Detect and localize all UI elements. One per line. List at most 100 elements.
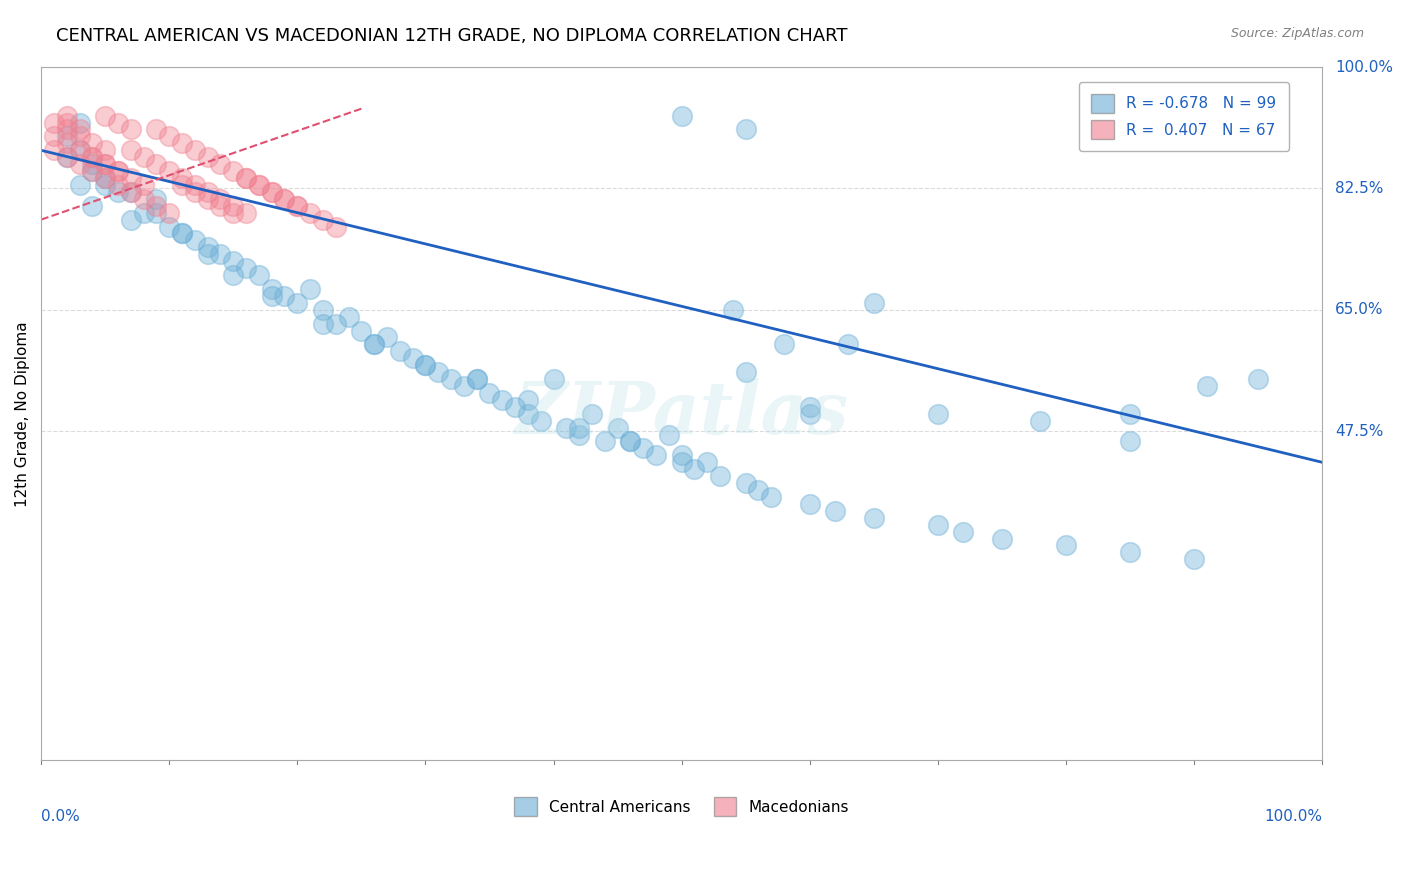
Point (799, 497, 821, 511)
Point (42, 129, 65, 144)
Point (42, 115, 65, 129)
Point (1247, 372, 1270, 386)
Point (568, 420, 591, 434)
Point (170, 178, 193, 192)
Point (197, 247, 219, 261)
Point (247, 178, 270, 192)
Point (157, 164, 180, 178)
Point (170, 171, 193, 186)
Legend: Central Americans, Macedonians: Central Americans, Macedonians (508, 791, 855, 822)
Point (197, 240, 219, 254)
Point (837, 337, 859, 351)
Point (120, 185, 142, 199)
Point (247, 268, 270, 282)
Point (69, 143, 91, 157)
Point (799, 400, 821, 414)
Point (683, 462, 706, 476)
Point (1195, 379, 1218, 393)
Point (285, 295, 308, 310)
Point (415, 358, 437, 372)
Point (568, 427, 591, 442)
Point (1029, 414, 1052, 428)
Text: 100.0%: 100.0% (1334, 60, 1393, 75)
Point (170, 136, 193, 151)
Point (120, 122, 142, 136)
Point (222, 254, 245, 268)
Point (94, 143, 117, 157)
Point (94, 178, 117, 192)
Point (581, 407, 603, 421)
Point (145, 157, 167, 171)
Point (235, 171, 257, 186)
Point (478, 386, 501, 401)
Point (197, 185, 219, 199)
Point (516, 407, 538, 421)
Point (465, 372, 488, 386)
Point (94, 171, 117, 186)
Point (222, 199, 245, 213)
Point (184, 178, 207, 192)
Point (824, 504, 846, 518)
Point (69, 143, 91, 157)
Point (82, 150, 104, 164)
Point (55, 129, 77, 144)
Point (69, 129, 91, 144)
Point (107, 164, 129, 178)
Point (388, 344, 411, 359)
Point (120, 212, 142, 227)
Point (325, 219, 347, 234)
Point (363, 337, 385, 351)
Point (734, 476, 756, 491)
Point (120, 185, 142, 199)
Point (197, 192, 219, 206)
Point (184, 234, 207, 248)
Point (157, 205, 180, 219)
Point (209, 247, 232, 261)
Point (415, 358, 437, 372)
Point (671, 448, 693, 462)
Text: ZIPatlas: ZIPatlas (515, 378, 849, 450)
Point (747, 483, 769, 497)
Point (235, 261, 257, 276)
Point (55, 150, 77, 164)
Point (530, 414, 553, 428)
Y-axis label: 12th Grade, No Diploma: 12th Grade, No Diploma (15, 321, 30, 507)
Point (107, 178, 129, 192)
Point (132, 150, 155, 164)
Point (120, 143, 142, 157)
Point (721, 302, 744, 317)
Point (606, 420, 628, 434)
Point (55, 136, 77, 151)
Point (94, 109, 117, 123)
Text: 47.5%: 47.5% (1334, 424, 1384, 439)
Point (222, 268, 245, 282)
Point (197, 150, 219, 164)
Point (440, 372, 463, 386)
Point (761, 490, 783, 504)
Point (55, 109, 77, 123)
Point (82, 136, 104, 151)
Point (312, 317, 335, 331)
Point (69, 178, 91, 192)
Point (184, 143, 207, 157)
Point (1119, 545, 1142, 559)
Point (465, 372, 488, 386)
Point (120, 171, 142, 186)
Point (273, 192, 295, 206)
Point (157, 219, 180, 234)
Point (491, 392, 513, 407)
Point (260, 185, 283, 199)
Point (157, 129, 180, 144)
Point (427, 365, 450, 379)
Point (273, 289, 295, 303)
Point (375, 330, 398, 344)
Point (645, 448, 668, 462)
Text: 0.0%: 0.0% (41, 809, 80, 824)
Text: Source: ZipAtlas.com: Source: ZipAtlas.com (1230, 27, 1364, 40)
Point (82, 150, 104, 164)
Point (209, 192, 232, 206)
Text: CENTRAL AMERICAN VS MACEDONIAN 12TH GRADE, NO DIPLOMA CORRELATION CHART: CENTRAL AMERICAN VS MACEDONIAN 12TH GRAD… (56, 27, 848, 45)
Point (107, 185, 129, 199)
Point (285, 199, 308, 213)
Point (312, 212, 335, 227)
